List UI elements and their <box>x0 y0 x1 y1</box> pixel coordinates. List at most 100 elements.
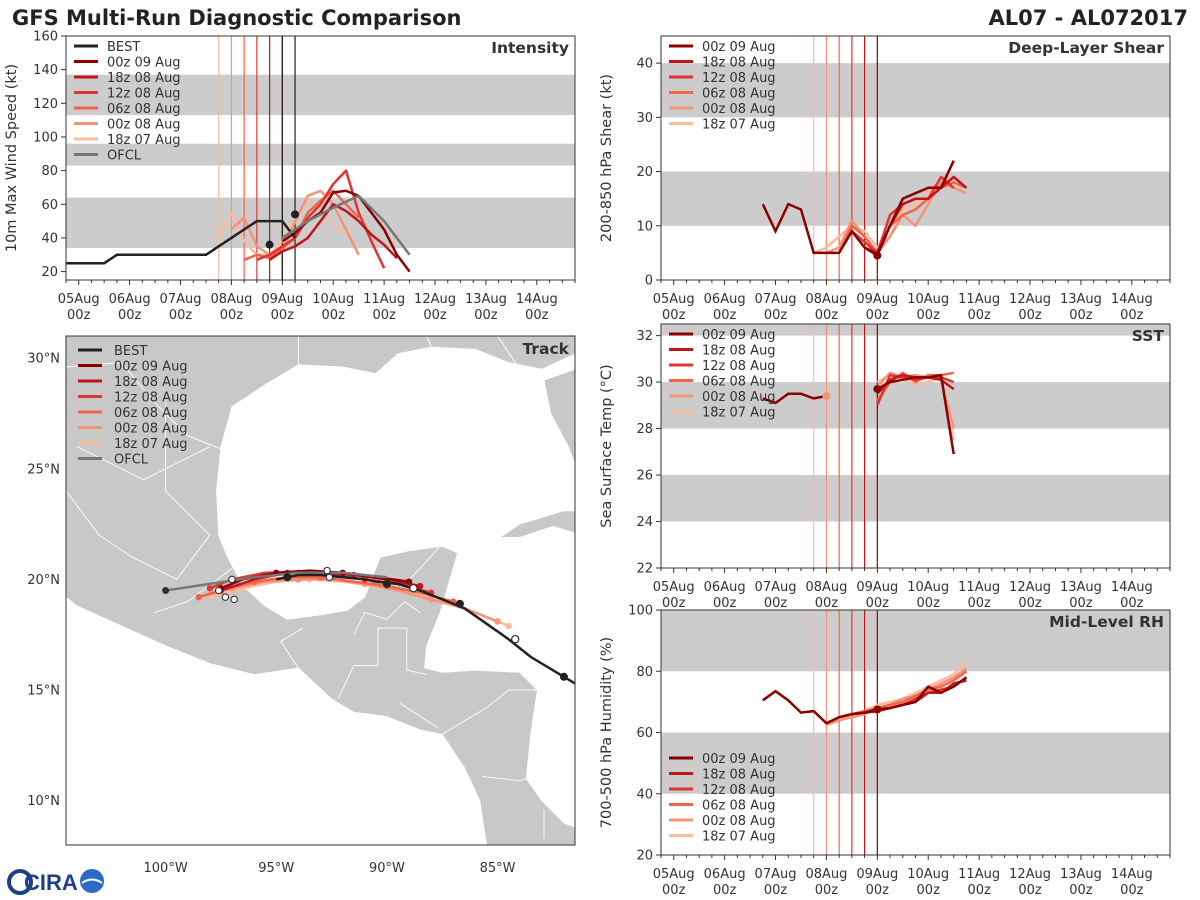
track-run-point <box>405 578 413 585</box>
shear-best-line <box>761 202 878 257</box>
intensity-series-12z-08-Aug <box>256 169 386 269</box>
rh-xtick-label: 14Aug <box>1111 867 1153 882</box>
rh-xtick-label: 00z <box>1018 883 1042 898</box>
intensity-legend-label: 18z 07 Aug <box>107 133 181 148</box>
intensity-ytick-label: 120 <box>33 97 58 112</box>
sst-xtick-label: 14Aug <box>1111 580 1153 595</box>
shear-best-marker <box>873 251 882 260</box>
intensity-xtick-label: 00z <box>220 308 244 323</box>
intensity-best-marker <box>291 210 300 219</box>
sst-plot-area <box>661 324 1170 568</box>
sst-xtick-label: 00z <box>1018 596 1042 611</box>
shear-xtick-label: 09Aug <box>856 292 898 307</box>
track-run-point <box>195 593 202 601</box>
track-lon-label: 100°W <box>144 861 188 876</box>
track-frame <box>65 335 576 846</box>
track-run-point <box>416 582 424 590</box>
logo-text: CIRA <box>24 870 78 895</box>
intensity-xtick-label: 13Aug <box>465 292 507 307</box>
shear-legend-label: 00z 09 Aug <box>702 40 776 55</box>
track-best-open-point <box>409 584 418 593</box>
sst-band <box>661 324 1170 336</box>
shear-xtick-label: 07Aug <box>755 292 797 307</box>
sst-best-marker <box>873 385 882 394</box>
shear-plot-area <box>661 36 1170 280</box>
track-legend-label: OFCL <box>114 453 149 468</box>
shear-xtick-label: 00z <box>967 308 991 323</box>
shear-legend-label: 18z 07 Aug <box>702 118 776 133</box>
track-best-line <box>275 573 575 685</box>
intensity-panel: 2040608010012014016005Aug00z06Aug00z07Au… <box>4 30 576 323</box>
track-run-point <box>494 618 501 625</box>
intensity-xtick-label: 00z <box>322 308 346 323</box>
intensity-plot-area <box>66 36 575 280</box>
sst-xtick-label: 06Aug <box>704 580 746 595</box>
track-open-point <box>221 593 230 601</box>
rh-panel: 2040608010005Aug00z06Aug00z07Aug00z08Aug… <box>599 604 1171 898</box>
track-ofcl-point <box>162 587 170 594</box>
shear-xtick-label: 12Aug <box>1009 292 1051 307</box>
sst-xtick-label: 00z <box>662 596 686 611</box>
rh-ylabel: 700-500 hPa Humidity (%) <box>599 637 615 828</box>
rh-best-line <box>762 689 878 725</box>
sst-xtick-label: 11Aug <box>958 580 1000 595</box>
sst-panel: 22242628303205Aug00z06Aug00z07Aug00z08Au… <box>599 323 1171 611</box>
sst-band <box>661 382 1170 429</box>
rh-series-00z-08-Aug <box>825 667 968 726</box>
land-mass <box>543 368 575 465</box>
shear-legend-label: 06z 08 Aug <box>702 87 776 102</box>
political-border <box>406 628 427 676</box>
rh-plot-area <box>661 610 1170 855</box>
sst-ytick-label: 24 <box>636 515 653 530</box>
sst-xtick-label: 00z <box>764 596 788 611</box>
intensity-legend-label: 12z 08 Aug <box>107 87 181 102</box>
intensity-ytick-label: 160 <box>33 30 58 45</box>
shear-band <box>661 63 1170 118</box>
rh-xtick-label: 00z <box>1120 883 1144 898</box>
shear-xtick-label: 10Aug <box>907 292 949 307</box>
intensity-xtick-label: 00z <box>271 308 295 323</box>
intensity-xtick-label: 00z <box>118 308 142 323</box>
intensity-xtick-label: 14Aug <box>516 292 558 307</box>
intensity-title: Intensity <box>491 39 569 57</box>
track-run-point <box>427 596 435 603</box>
sst-legend-label: 12z 08 Aug <box>702 359 776 374</box>
rh-legend-label: 18z 08 Aug <box>702 768 776 783</box>
shear-xtick-label: 14Aug <box>1111 292 1153 307</box>
intensity-xtick-label: 09Aug <box>261 292 303 307</box>
intensity-xtick-label: 11Aug <box>363 292 405 307</box>
track-ofcl-line <box>165 571 388 592</box>
political-border <box>482 775 527 782</box>
intensity-ytick-label: 140 <box>33 63 58 78</box>
sst-xtick-label: 12Aug <box>1009 580 1051 595</box>
sst-xtick-label: 09Aug <box>856 580 898 595</box>
track-legend-label: 18z 07 Aug <box>114 437 188 452</box>
rh-ytick-label: 100 <box>628 604 653 619</box>
track-legend-label: BEST <box>114 344 147 359</box>
intensity-legend-label: OFCL <box>107 149 142 164</box>
sst-legend-label: 18z 08 Aug <box>702 344 776 359</box>
shear-xtick-label: 00z <box>764 308 788 323</box>
political-border <box>441 689 538 735</box>
shear-ytick-label: 30 <box>636 111 653 126</box>
sst-ylabel: Sea Surface Temp (°C) <box>599 364 615 527</box>
sst-xtick-label: 05Aug <box>653 580 695 595</box>
rh-series-00z-09-Aug <box>877 676 968 711</box>
political-border <box>497 336 521 370</box>
rh-legend-label: 06z 08 Aug <box>702 799 776 814</box>
sst-legend-label: 00z 08 Aug <box>702 390 776 405</box>
shear-xtick-label: 00z <box>1069 308 1093 323</box>
political-border <box>280 627 304 669</box>
intensity-ytick-label: 100 <box>33 130 58 145</box>
figure-title: GFS Multi-Run Diagnostic Comparison <box>12 6 461 30</box>
track-legend-label: 18z 08 Aug <box>114 375 188 390</box>
intensity-ofcl-line <box>281 194 411 256</box>
rh-xtick-label: 05Aug <box>653 867 695 882</box>
track-panel: 100°W 95°W 90°W 85°W 10°N 15°N 20°N 25°N 30°N Tra… <box>27 335 576 876</box>
track-open-point <box>214 586 223 595</box>
cira-logo: CIRA <box>6 866 106 896</box>
shear-xtick-label: 06Aug <box>704 292 746 307</box>
